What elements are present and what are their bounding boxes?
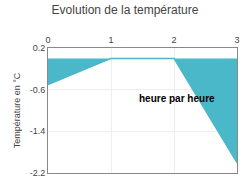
svg-text:3: 3	[234, 35, 239, 45]
svg-text:-0.6: -0.6	[30, 85, 46, 95]
svg-text:heure par heure: heure par heure	[139, 93, 215, 104]
svg-text:-2.2: -2.2	[30, 168, 46, 178]
svg-text:1: 1	[108, 35, 113, 45]
svg-text:-1.4: -1.4	[30, 126, 46, 136]
svg-text:0.2: 0.2	[33, 43, 46, 53]
svg-text:Evolution de la température: Evolution de la température	[52, 3, 199, 17]
svg-text:2: 2	[171, 35, 176, 45]
svg-text:0: 0	[45, 35, 50, 45]
svg-text:Température en °C: Température en °C	[12, 72, 22, 148]
